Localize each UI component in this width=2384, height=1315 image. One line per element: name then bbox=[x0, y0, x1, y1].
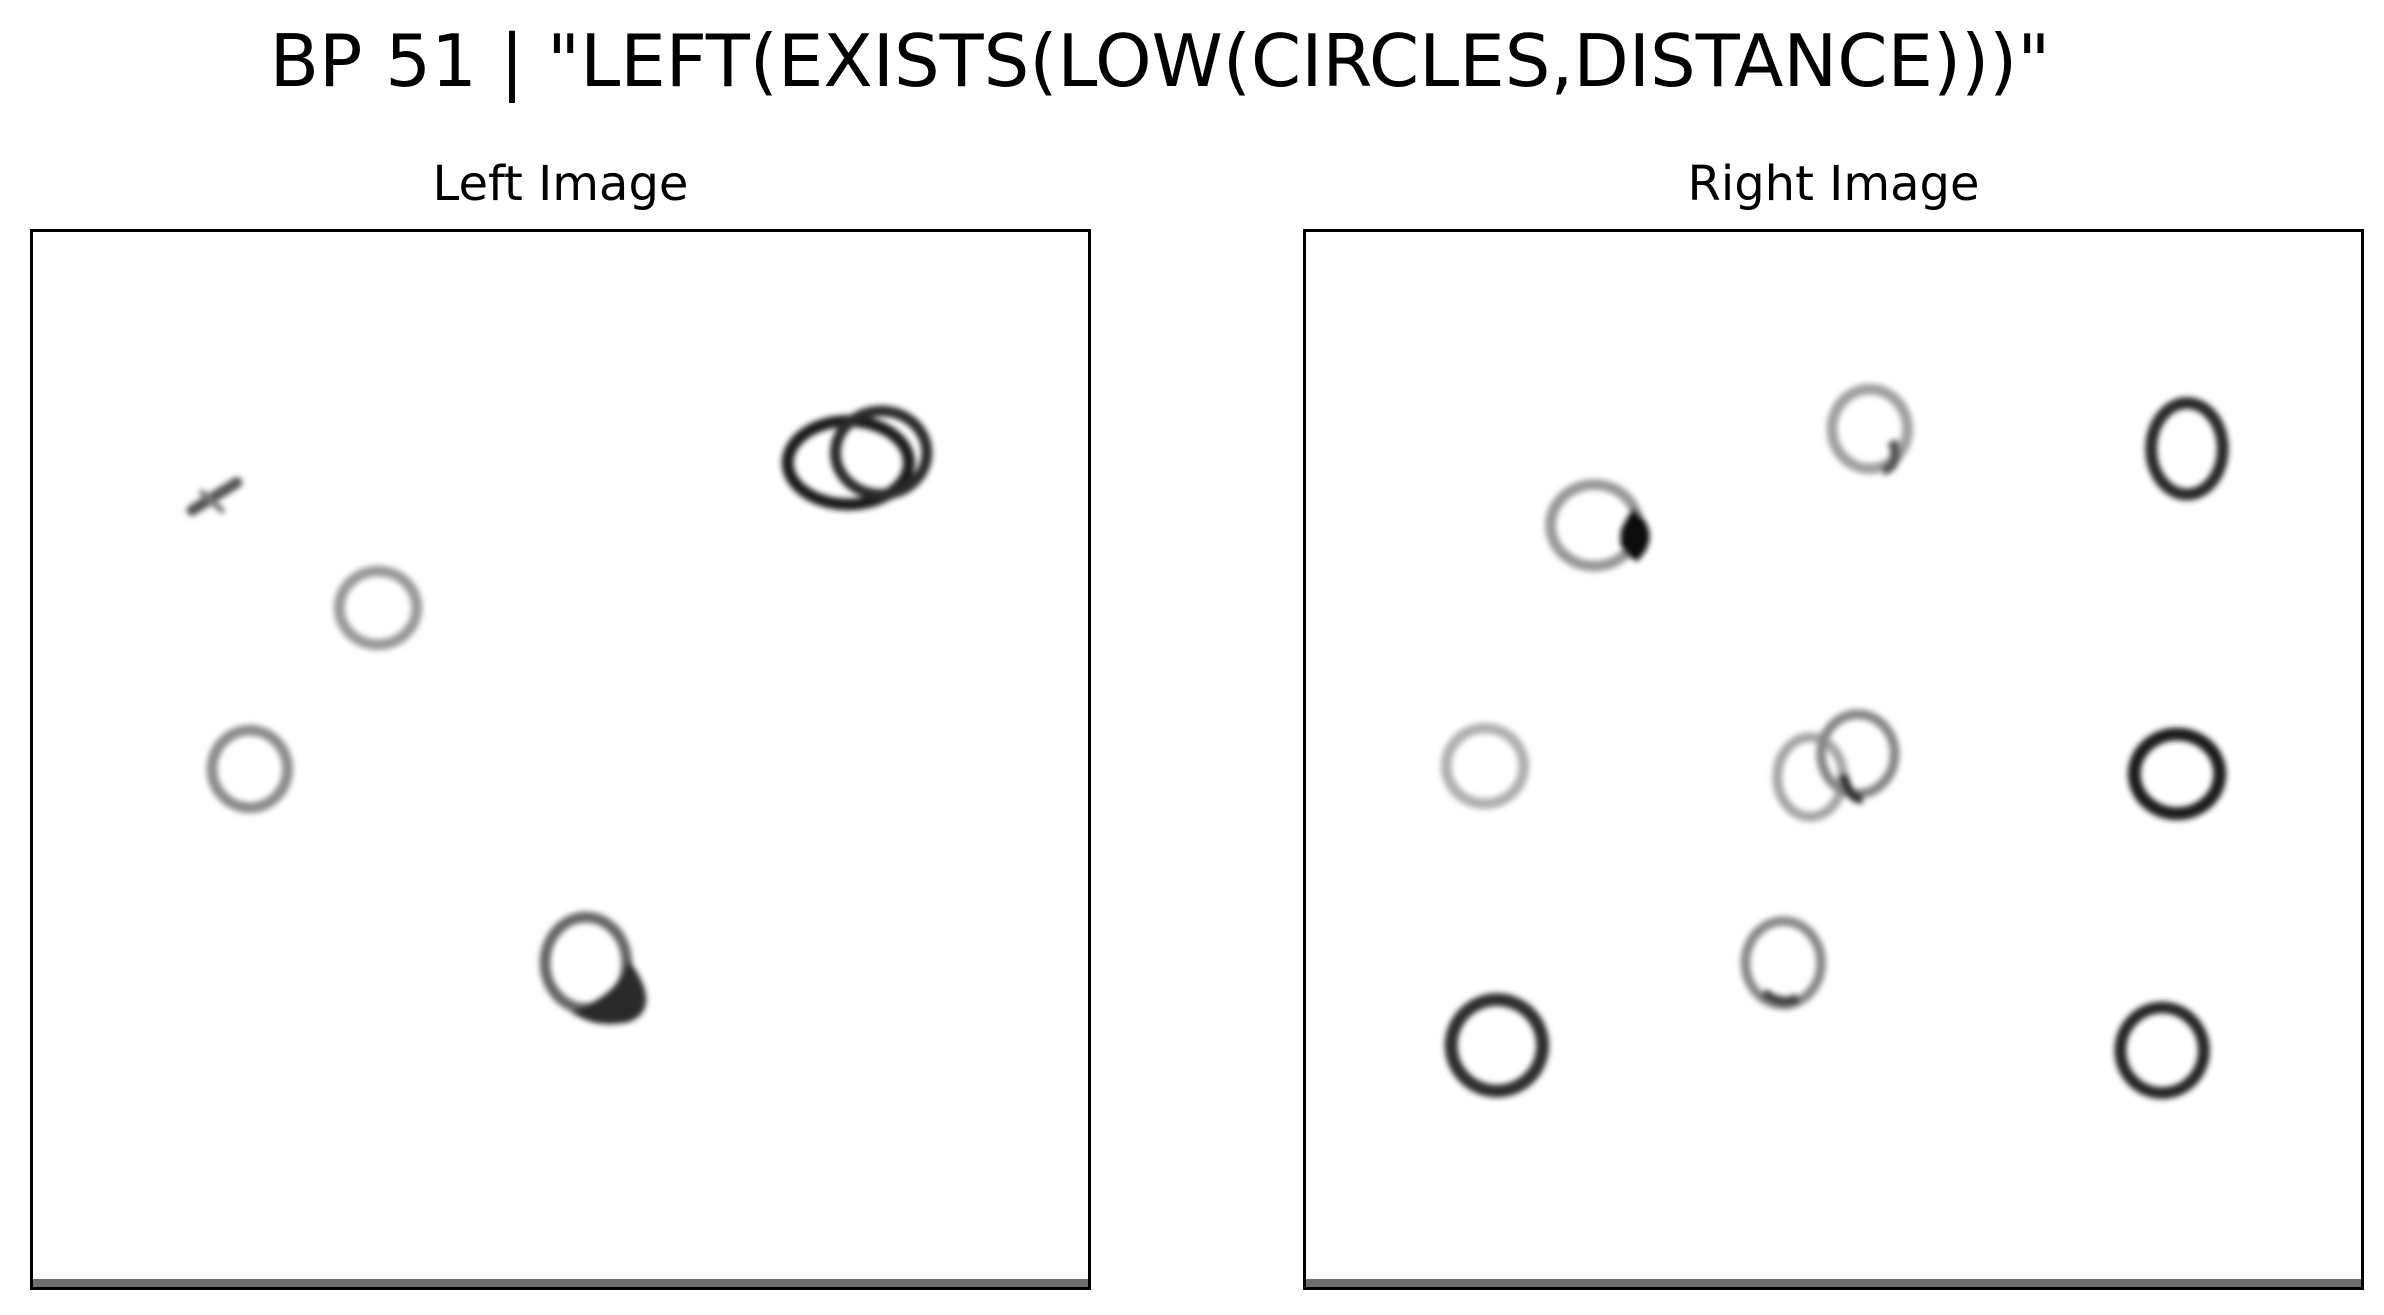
small-scribble-shape bbox=[186, 477, 243, 516]
circle-shape bbox=[2114, 1001, 2210, 1100]
figure-title: BP 51 | "LEFT(EXISTS(LOW(CIRCLES,DISTANC… bbox=[269, 19, 2051, 103]
circle-shape bbox=[2127, 727, 2227, 821]
right-image-panel bbox=[1303, 229, 2364, 1290]
right-image-title: Right Image bbox=[1687, 156, 1980, 212]
circle-shape bbox=[206, 724, 294, 814]
circle-shape bbox=[1444, 993, 1550, 1098]
circle-shape bbox=[829, 405, 933, 500]
left-image-canvas bbox=[186, 405, 933, 1025]
left-image-title: Left Image bbox=[432, 156, 689, 212]
panel-bottom-edge bbox=[1306, 1279, 2361, 1287]
circle-shape bbox=[2145, 397, 2229, 501]
circle-shape bbox=[1740, 916, 1827, 1010]
panel-bottom-edge bbox=[33, 1279, 1088, 1287]
left-image-panel bbox=[30, 229, 1091, 1290]
circle-shape bbox=[1826, 383, 1914, 475]
right-image-canvas bbox=[1440, 383, 2229, 1100]
circle-shape bbox=[1440, 722, 1530, 810]
circle-shape bbox=[333, 565, 423, 651]
dark-crescent-shape bbox=[570, 958, 647, 1025]
dark-blob-shape bbox=[1620, 507, 1650, 561]
